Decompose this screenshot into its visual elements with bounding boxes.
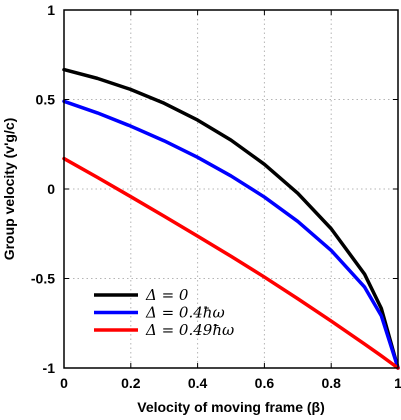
grid-lines	[64, 10, 398, 368]
x-tick-label: 0.8	[321, 375, 341, 391]
x-tick-label: 0.6	[255, 375, 275, 391]
y-axis-label: Group velocity (v'g/c)	[1, 118, 17, 261]
legend-label-0: Δ = 0	[145, 286, 189, 304]
x-tick-label: 0.4	[188, 375, 208, 391]
tick-labels: 0 0.2 0.4 0.6 0.8 1 -1 -0.5 0 0.5 1	[31, 2, 401, 391]
x-axis-label: Velocity of moving frame (β)	[137, 399, 324, 415]
series-lines	[62, 67, 400, 370]
y-tick-label: -0.5	[31, 271, 55, 287]
x-tick-label: 0.2	[121, 375, 141, 391]
y-tick-label: 0.5	[36, 92, 56, 108]
y-tick-label: 1	[47, 2, 55, 18]
x-tick-label: 0	[60, 375, 68, 391]
legend-label-2: Δ = 0.49ħω	[145, 321, 234, 339]
legend-label-1: Δ = 0.4ħω	[145, 304, 225, 322]
y-tick-label: 0	[47, 181, 55, 197]
y-tick-label: -1	[43, 360, 56, 376]
series-line-1	[62, 99, 400, 370]
x-tick-label: 1	[394, 375, 401, 391]
axis-ticks	[63, 9, 399, 369]
series-line-0	[62, 67, 400, 370]
series-line-2	[62, 156, 400, 370]
